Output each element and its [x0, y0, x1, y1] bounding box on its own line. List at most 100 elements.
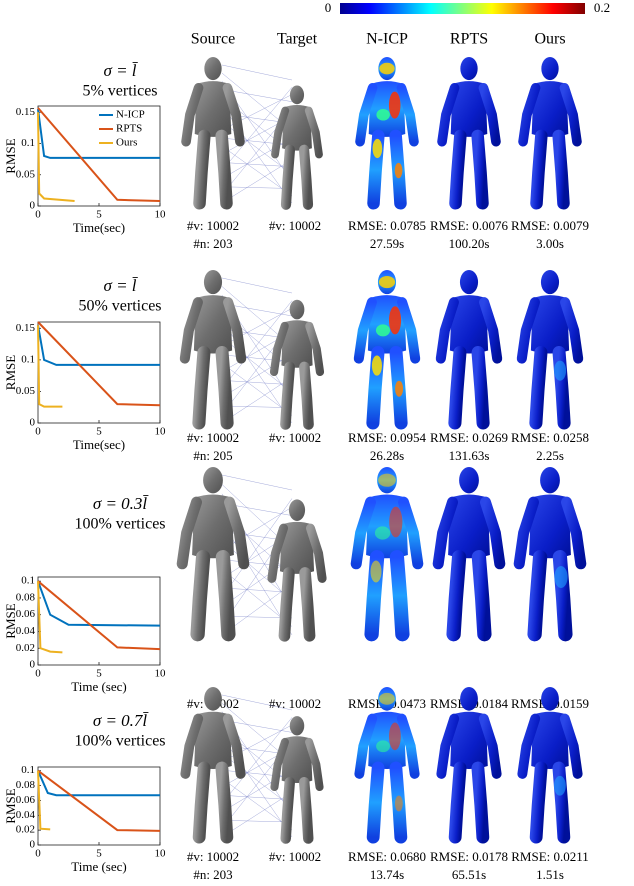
caption: #n: 203 — [193, 236, 232, 251]
error-spot — [372, 356, 382, 376]
x-axis-label: Time (sec) — [71, 679, 127, 694]
correspondence-line — [222, 65, 292, 80]
caption: RMSE: 0.0076 — [430, 218, 509, 233]
mesh — [441, 270, 497, 423]
y-tick-label: 0.15 — [16, 106, 36, 118]
legend-label: RPTS — [116, 123, 142, 135]
colorbar — [340, 3, 585, 14]
mesh-leg — [478, 353, 483, 423]
error-spot — [395, 381, 403, 397]
caption: RMSE: 0.0269 — [430, 430, 508, 445]
y-tick-label: 0.15 — [16, 322, 36, 334]
x-tick-label: 5 — [96, 209, 102, 221]
error-spot — [395, 796, 403, 812]
mesh-leg — [222, 768, 227, 837]
mesh — [360, 57, 414, 203]
sigma-label: σ = 0.3l̄ — [93, 494, 150, 513]
error-spot — [389, 306, 401, 334]
caption: RMSE: 0.0785 — [348, 218, 426, 233]
mesh-head — [204, 57, 221, 80]
x-tick-label: 0 — [35, 426, 41, 438]
caption: 1.51s — [536, 867, 564, 882]
x-tick-label: 10 — [155, 209, 167, 221]
caption: #n: 205 — [193, 448, 232, 463]
sigma-label: σ = l̄ — [103, 61, 138, 80]
error-spot — [371, 561, 382, 583]
mesh-leg — [286, 367, 290, 424]
x-axis-label: Time (sec) — [71, 859, 127, 874]
caption: 27.59s — [370, 236, 404, 251]
error-spot — [379, 276, 395, 288]
x-tick-label: 10 — [155, 426, 167, 438]
column-header: Ours — [534, 31, 565, 48]
caption: 2.25s — [536, 448, 564, 463]
mesh-leg — [304, 150, 308, 205]
vertices-label: 5% vertices — [82, 83, 157, 100]
y-tick-label: 0.08 — [16, 779, 36, 791]
mesh-head — [203, 467, 223, 493]
y-tick-label: 0.06 — [16, 608, 36, 620]
caption: #v: 10002 — [269, 218, 321, 233]
mesh — [182, 467, 244, 634]
caption: RMSE: 0.0680 — [348, 849, 426, 864]
legend-label: N-ICP — [116, 109, 145, 121]
error-spot — [379, 63, 394, 75]
column-header: Target — [277, 31, 318, 48]
y-tick-label: 0.1 — [21, 353, 35, 365]
colorbar-max: 0.2 — [594, 0, 610, 15]
caption: #v: 10002 — [187, 430, 239, 445]
mesh-leg — [535, 557, 541, 634]
x-tick-label: 5 — [96, 848, 102, 860]
x-axis-label: Time(sec) — [73, 220, 125, 235]
column-header: RPTS — [450, 31, 488, 48]
mesh-leg — [397, 557, 403, 634]
error-spot — [554, 776, 566, 796]
x-tick-label: 0 — [35, 209, 41, 221]
x-tick-label: 0 — [35, 848, 41, 860]
plot-frame — [38, 767, 160, 845]
mesh — [185, 270, 241, 423]
y-tick-label: 0.04 — [16, 809, 36, 821]
mesh — [523, 57, 577, 203]
caption: 26.28s — [370, 448, 404, 463]
error-spot — [376, 109, 389, 121]
error-spot — [554, 566, 567, 588]
y-tick-label: 0.05 — [16, 168, 36, 180]
caption: RMSE: 0.0079 — [511, 218, 589, 233]
x-tick-label: 10 — [155, 668, 167, 680]
x-tick-label: 5 — [96, 668, 102, 680]
y-tick-label: 0.1 — [21, 764, 35, 776]
mesh-leg — [537, 136, 542, 203]
mesh — [438, 467, 500, 634]
plot-frame — [38, 322, 160, 423]
error-spot — [389, 723, 401, 751]
mesh-head — [289, 499, 305, 521]
y-axis-label: RMSE — [3, 138, 18, 173]
mesh-head — [290, 85, 304, 104]
y-tick-label: 0.02 — [16, 642, 35, 654]
error-spot — [373, 139, 383, 158]
y-tick-label: 0.06 — [16, 794, 36, 806]
mesh-leg — [373, 768, 378, 837]
mesh-head — [290, 300, 305, 320]
mesh-head — [204, 687, 222, 711]
legend-label: Ours — [116, 137, 137, 149]
caption: RMSE: 0.0954 — [348, 430, 427, 445]
x-tick-label: 0 — [35, 668, 41, 680]
mesh-leg — [286, 782, 290, 838]
mesh-head — [541, 57, 558, 80]
caption: #v: 10002 — [187, 849, 239, 864]
mesh — [442, 57, 496, 203]
mesh-leg — [305, 573, 309, 636]
mesh — [359, 270, 415, 423]
vertices-label: 100% vertices — [74, 733, 165, 750]
mesh-head — [290, 716, 304, 735]
mesh-head — [541, 270, 559, 294]
mesh-leg — [199, 353, 204, 423]
caption: 131.63s — [449, 448, 490, 463]
caption: #n: 203 — [193, 867, 232, 882]
mesh-leg — [222, 136, 227, 203]
caption: #v: 10002 — [269, 696, 321, 711]
mesh-leg — [304, 782, 308, 838]
sigma-label: σ = l̄ — [103, 276, 138, 295]
